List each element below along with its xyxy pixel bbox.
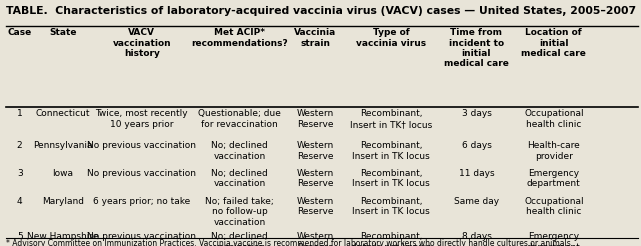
Text: Vaccinia
strain: Vaccinia strain xyxy=(294,28,337,48)
Text: No previous vaccination: No previous vaccination xyxy=(87,232,196,242)
Text: Connecticut: Connecticut xyxy=(36,109,90,119)
Text: Occupational
health clinic: Occupational health clinic xyxy=(524,109,584,129)
Text: Emergency
department: Emergency department xyxy=(527,169,581,188)
Text: Emergency
department: Emergency department xyxy=(527,232,581,246)
Text: Twice, most recently
10 years prior: Twice, most recently 10 years prior xyxy=(96,109,188,129)
Text: 1: 1 xyxy=(17,109,22,119)
Text: Type of
vaccinia virus: Type of vaccinia virus xyxy=(356,28,426,48)
Text: * Advisory Committee on Immunization Practices. Vaccinia vaccine is recommended : * Advisory Committee on Immunization Pra… xyxy=(6,239,571,246)
Text: Location of
initial
medical care: Location of initial medical care xyxy=(521,28,587,58)
Text: TABLE.  Characteristics of laboratory-acquired vaccinia virus (VACV) cases — Uni: TABLE. Characteristics of laboratory-acq… xyxy=(6,6,637,16)
Text: 3: 3 xyxy=(17,169,22,178)
Text: Western
Reserve: Western Reserve xyxy=(297,109,334,129)
Text: No; failed take;
no follow-up
vaccination: No; failed take; no follow-up vaccinatio… xyxy=(205,197,274,227)
Text: 6 days: 6 days xyxy=(462,141,492,151)
Text: No; declined
vaccination: No; declined vaccination xyxy=(212,232,268,246)
Text: VACV
vaccination
history: VACV vaccination history xyxy=(113,28,171,58)
Text: Questionable; due
for revaccination: Questionable; due for revaccination xyxy=(198,109,281,129)
Text: New Hampshire: New Hampshire xyxy=(27,232,99,242)
Text: Health-care
provider: Health-care provider xyxy=(528,141,580,161)
Text: 8 days: 8 days xyxy=(462,232,492,242)
Text: 3 days: 3 days xyxy=(462,109,492,119)
Text: No previous vaccination: No previous vaccination xyxy=(87,141,196,151)
Text: Iowa: Iowa xyxy=(53,169,74,178)
Text: No; declined
vaccination: No; declined vaccination xyxy=(212,141,268,161)
Text: Recombinant,
Insert in TK† locus: Recombinant, Insert in TK† locus xyxy=(350,109,433,129)
Text: Met ACIP*
recommendations?: Met ACIP* recommendations? xyxy=(191,28,288,48)
Text: Case: Case xyxy=(8,28,32,37)
Text: State: State xyxy=(49,28,77,37)
Text: Maryland: Maryland xyxy=(42,197,84,206)
Text: 4: 4 xyxy=(17,197,22,206)
Text: Recombinant,
Insert in TK locus: Recombinant, Insert in TK locus xyxy=(353,169,430,188)
Text: 2: 2 xyxy=(17,141,22,151)
Text: Western
Reserve: Western Reserve xyxy=(297,141,334,161)
Text: No previous vaccination: No previous vaccination xyxy=(87,169,196,178)
Text: 6 years prior; no take: 6 years prior; no take xyxy=(93,197,190,206)
Text: Western
Reserve: Western Reserve xyxy=(297,197,334,216)
Text: Same day: Same day xyxy=(454,197,499,206)
Text: Recombinant,
details not known: Recombinant, details not known xyxy=(351,232,431,246)
Text: Pennsylvania: Pennsylvania xyxy=(33,141,93,151)
Text: 11 days: 11 days xyxy=(459,169,494,178)
Text: 5: 5 xyxy=(17,232,22,242)
Text: Occupational
health clinic: Occupational health clinic xyxy=(524,197,584,216)
Text: Western
Reserve: Western Reserve xyxy=(297,232,334,246)
Text: Recombinant,
Insert in TK locus: Recombinant, Insert in TK locus xyxy=(353,197,430,216)
Text: Time from
incident to
initial
medical care: Time from incident to initial medical ca… xyxy=(444,28,509,68)
Text: Western
Reserve: Western Reserve xyxy=(297,169,334,188)
Text: Recombinant,
Insert in TK locus: Recombinant, Insert in TK locus xyxy=(353,141,430,161)
Text: No; declined
vaccination: No; declined vaccination xyxy=(212,169,268,188)
